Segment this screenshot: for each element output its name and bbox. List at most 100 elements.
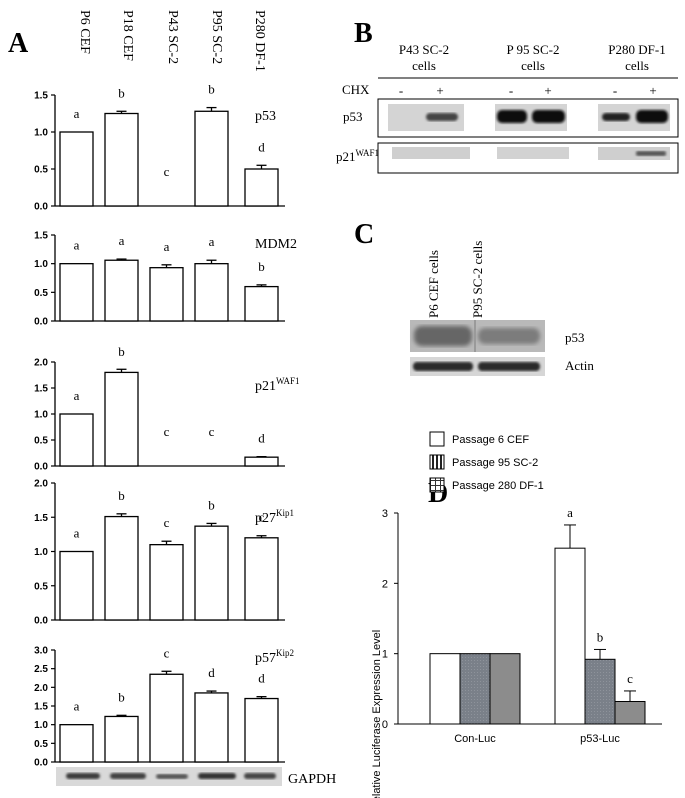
chart-p21: 0.0 0.5 1.0 1.5 2.0 a b c c d p21WAF1 — [34, 344, 299, 473]
y-tick-label: 1.5 — [34, 702, 48, 713]
y-tick-label: 0.0 — [34, 317, 48, 328]
group-label-3-line1: P280 DF-1 — [608, 42, 665, 57]
bar — [104, 515, 139, 621]
bar — [244, 537, 279, 621]
chx-label: CHX — [342, 82, 370, 97]
bar — [104, 112, 139, 207]
significance-letter: c — [164, 424, 170, 439]
lane-mark: - — [509, 83, 513, 98]
bar — [59, 131, 94, 207]
significance-letter: b — [118, 488, 125, 503]
y-tick-label: 1.5 — [34, 513, 48, 524]
band — [532, 110, 565, 123]
panel-d-chart: 0 1 2 3 Con-Luc a b c p53-Luc — [382, 505, 662, 745]
significance-letter: c — [164, 515, 170, 530]
significance-letter: c — [164, 645, 170, 660]
bar — [149, 267, 184, 322]
legend-swatch-stripe — [429, 454, 445, 470]
significance-letter: b — [118, 85, 125, 100]
significance-letter: c — [209, 424, 215, 439]
protein-label: p27Kip1 — [255, 508, 294, 526]
y-tick-label: 1.0 — [34, 259, 48, 270]
panel-c-lane-2: P95 SC-2 cells — [470, 241, 485, 318]
chart-p53: 0.0 0.5 1.0 1.5 a b c b d p53 — [34, 82, 285, 213]
bar — [429, 653, 461, 725]
significance-letter: d — [258, 139, 265, 154]
bar — [59, 724, 94, 763]
y-tick-label: 0.5 — [34, 288, 48, 299]
lane-label-p43-sc2: P43 SC-2 — [165, 10, 180, 64]
panel-c: P6 CEF cells P95 SC-2 cells p53 Actin — [410, 241, 594, 376]
bar — [104, 259, 139, 322]
bar — [104, 715, 139, 763]
panel-d-ylabel: Relative Luciferase Expression Level — [371, 630, 383, 798]
x-category-label: Con-Luc — [454, 733, 496, 745]
bar — [149, 544, 184, 621]
bar — [584, 658, 616, 725]
band — [426, 113, 458, 121]
band — [478, 328, 540, 344]
blot-strip — [392, 147, 470, 159]
bar — [244, 697, 279, 763]
y-tick-label: 3 — [382, 508, 388, 520]
p21-row-label: p21WAF1 — [336, 148, 379, 164]
group-label-1-line1: P43 SC-2 — [399, 42, 449, 57]
y-tick-label: 1.5 — [34, 384, 48, 395]
panel-letter-a: A — [8, 28, 29, 59]
lane-label-p18-cef: P18 CEF — [120, 10, 135, 61]
panel-letter-b: B — [354, 18, 373, 49]
significance-letter: c — [164, 164, 170, 179]
y-tick-label: 2.0 — [34, 479, 48, 490]
significance-letter: b — [118, 344, 125, 359]
y-tick-label: 2.0 — [34, 358, 48, 369]
significance-letter: a — [74, 388, 80, 403]
significance-letter: a — [567, 505, 573, 520]
bar — [459, 653, 491, 725]
y-tick-label: 0.0 — [34, 758, 48, 769]
gapdh-label: GAPDH — [288, 772, 336, 787]
significance-letter: b — [118, 689, 125, 704]
group-label-2-line1: P 95 SC-2 — [507, 42, 560, 57]
y-tick-label: 2 — [382, 578, 388, 590]
legend-label: Passage 6 CEF — [452, 434, 529, 446]
significance-letter: d — [208, 665, 215, 680]
significance-letter: a — [164, 239, 170, 254]
bar — [614, 700, 646, 725]
group-label-3-line2: cells — [625, 58, 649, 73]
significance-letter: a — [74, 238, 80, 253]
bar — [194, 110, 229, 207]
y-tick-label: 1.5 — [34, 91, 48, 102]
lane-mark: - — [399, 83, 403, 98]
legend-label: Passage 280 DF-1 — [452, 480, 544, 492]
panel-a-charts: 0.0 0.5 1.0 1.5 a b c b d p53 0.0 0.5 1.0 1.5 a a a a b MDM… — [34, 82, 299, 769]
y-tick-label: 0.0 — [34, 202, 48, 213]
significance-letter: d — [258, 431, 265, 446]
significance-letter: d — [258, 671, 265, 686]
y-tick-label: 2.0 — [34, 683, 48, 694]
protein-label: p21WAF1 — [255, 376, 300, 394]
bar — [59, 263, 94, 322]
significance-letter: b — [208, 82, 215, 97]
y-tick-label: 0.5 — [34, 581, 48, 592]
y-tick-label: 1.0 — [34, 410, 48, 421]
protein-label: p53 — [255, 109, 276, 124]
panel-c-lane-1: P6 CEF cells — [426, 250, 441, 318]
gapdh-blot: GAPDH — [56, 767, 336, 787]
bar — [244, 456, 279, 467]
significance-letter: c — [259, 510, 265, 525]
panel-b: P43 SC-2 cells P 95 SC-2 cells P280 DF-1… — [336, 42, 679, 174]
y-tick-label: 1 — [382, 649, 388, 661]
panel-c-actin-label: Actin — [565, 358, 594, 373]
protein-label: p57Kip2 — [255, 648, 294, 666]
lane-mark: + — [649, 83, 656, 98]
bar — [244, 285, 279, 322]
y-tick-label: 0 — [382, 719, 388, 731]
band — [602, 113, 630, 121]
significance-letter: c — [627, 671, 633, 686]
p53-row-label: p53 — [343, 109, 363, 124]
lane-label-p280-df1: P280 DF-1 — [252, 10, 267, 72]
y-tick-label: 1.5 — [34, 231, 48, 242]
actin-blot — [410, 357, 545, 376]
